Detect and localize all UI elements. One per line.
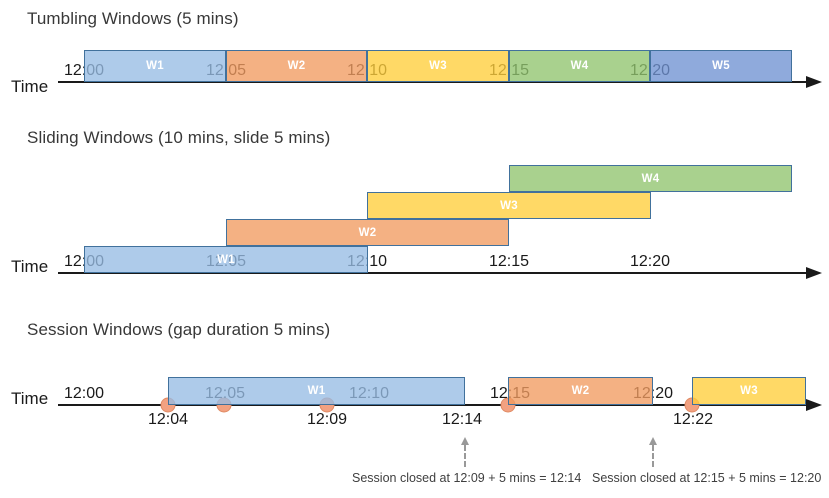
- window-box-w4: W4: [509, 50, 650, 82]
- session-close-arrow-line: [464, 445, 466, 467]
- window-label: W2: [287, 60, 306, 72]
- section-title-sliding: Sliding Windows (10 mins, slide 5 mins): [27, 128, 331, 147]
- window-label: W3: [429, 60, 447, 72]
- window-label: W4: [641, 172, 660, 185]
- time-axis-label: Time: [11, 389, 49, 408]
- window-box-w3: W3: [367, 192, 651, 219]
- window-label: W1: [146, 60, 164, 72]
- window-box-w5: W5: [650, 50, 792, 82]
- window-label: W2: [358, 226, 377, 239]
- time-axis-label: Time: [11, 77, 49, 96]
- time-axis-line: [58, 272, 806, 274]
- window-box-w4: W4: [509, 165, 792, 192]
- window-label: W5: [712, 60, 730, 72]
- tick-label: 12:15: [488, 253, 530, 270]
- axis-arrow-icon: [806, 267, 822, 279]
- session-close-arrow-line: [652, 445, 654, 467]
- tick-label: 12:20: [629, 253, 671, 270]
- window-box-w3: W3: [692, 377, 806, 405]
- window-box-w2: W2: [226, 219, 509, 246]
- session-close-arrow-icon: [649, 437, 657, 445]
- window-label: W3: [500, 199, 518, 212]
- window-box-w3: W3: [367, 50, 509, 82]
- session-close-caption: Session closed at 12:15 + 5 mins = 12:20: [592, 471, 822, 485]
- event-time-label: 12:09: [306, 411, 348, 428]
- tick-label: 12:00: [63, 385, 105, 402]
- window-box-w2: W2: [226, 50, 367, 82]
- window-box-w1: W1: [168, 377, 465, 405]
- event-time-label: 12:22: [672, 411, 714, 428]
- event-time-label: 12:04: [147, 411, 189, 428]
- time-axis-line: [58, 404, 806, 406]
- section-title-tumbling: Tumbling Windows (5 mins): [27, 9, 239, 28]
- window-label: W1: [307, 385, 326, 397]
- window-label: W2: [571, 385, 590, 397]
- time-axis-line: [58, 81, 806, 83]
- window-label: W3: [740, 385, 758, 397]
- event-time-label: 12:14: [441, 411, 483, 428]
- window-box-w2: W2: [508, 377, 653, 405]
- window-label: W4: [570, 60, 589, 72]
- session-close-caption: Session closed at 12:09 + 5 mins = 12:14: [352, 471, 582, 485]
- time-axis-label: Time: [11, 257, 49, 276]
- window-box-w1: W1: [84, 50, 226, 82]
- axis-arrow-icon: [806, 76, 822, 88]
- session-close-arrow-icon: [461, 437, 469, 445]
- window-label: W1: [217, 253, 235, 266]
- section-title-session: Session Windows (gap duration 5 mins): [27, 320, 331, 339]
- window-box-w1: W1: [84, 246, 368, 273]
- axis-arrow-icon: [806, 399, 822, 411]
